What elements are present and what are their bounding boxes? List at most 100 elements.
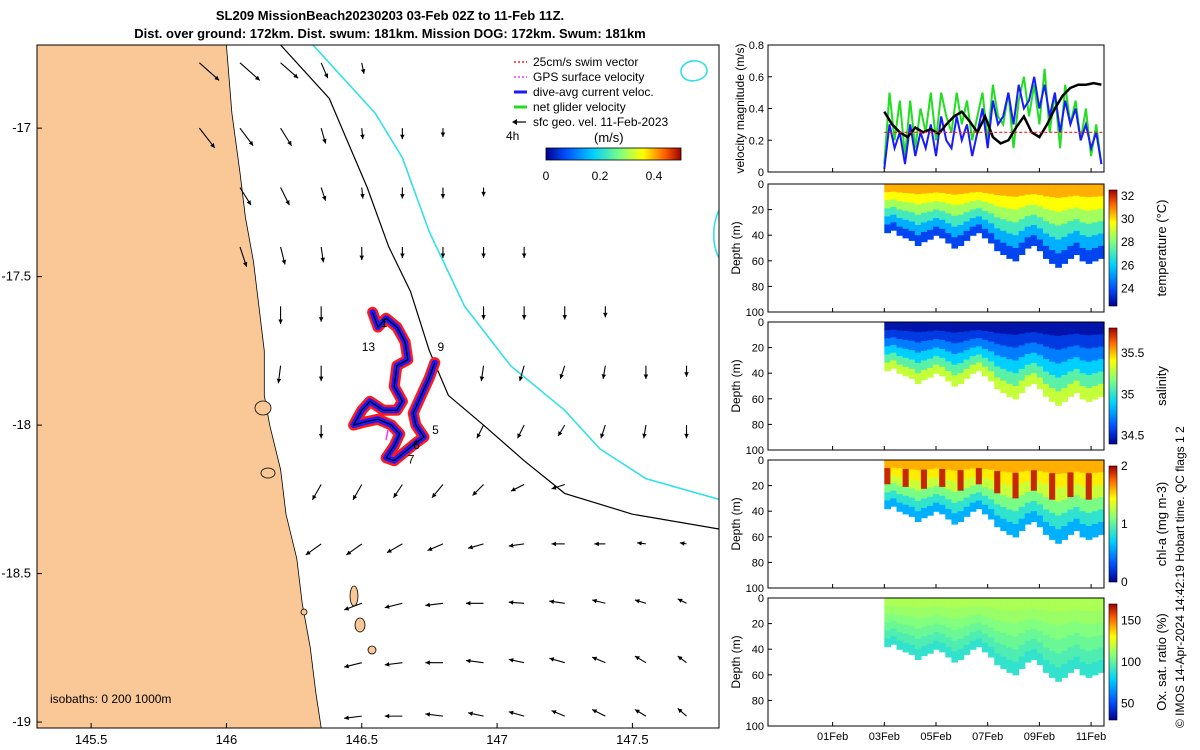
temperature-cell bbox=[1012, 248, 1020, 262]
time-tick-label: 03Feb bbox=[869, 731, 900, 743]
oxygen-cell bbox=[988, 617, 995, 628]
oxygen-cell bbox=[963, 607, 971, 618]
chlorophyll-cell bbox=[884, 492, 891, 502]
oxygen-cell bbox=[939, 642, 946, 653]
velocity-arrowhead bbox=[637, 541, 642, 546]
salinity-cell bbox=[933, 330, 940, 340]
oxygen-cell bbox=[1073, 621, 1081, 634]
chlorophyll-cell bbox=[969, 468, 977, 478]
oxygen-cell bbox=[1091, 623, 1099, 637]
salinity-cell bbox=[994, 366, 1001, 379]
oxygen-cell bbox=[933, 606, 940, 616]
chlorophyll-cell bbox=[957, 470, 965, 481]
temperature-cell bbox=[1079, 222, 1087, 236]
chart-title-line1: SL209 MissionBeach20230203 03-Feb 02Z to… bbox=[215, 8, 565, 23]
map-y-tick-label: -17.5 bbox=[1, 269, 31, 284]
salinity-cell bbox=[988, 361, 995, 372]
velocity-arrowhead bbox=[642, 433, 647, 439]
velocity-arrowhead bbox=[360, 193, 365, 199]
chlorophyll-cell bbox=[927, 460, 934, 470]
salinity-cell bbox=[1043, 334, 1050, 348]
temperature-cell bbox=[1091, 196, 1099, 211]
chlorophyll-cell bbox=[1073, 471, 1081, 484]
oxygen-cell bbox=[957, 639, 965, 650]
velocity-arrowhead bbox=[592, 709, 598, 714]
temperature-cell bbox=[902, 210, 910, 221]
salinity-cell bbox=[896, 339, 904, 349]
oxygen-cell bbox=[957, 649, 965, 660]
velocity-arrowhead bbox=[400, 253, 405, 258]
temperature-cell bbox=[890, 222, 898, 231]
salinity-cell bbox=[1091, 373, 1099, 387]
temperature-cell bbox=[933, 184, 940, 194]
salinity-cell bbox=[902, 322, 910, 332]
temperature-cell bbox=[951, 194, 959, 206]
chlorophyll-cell bbox=[920, 508, 928, 519]
oxygen-cell bbox=[1049, 650, 1056, 665]
temperature-cell bbox=[884, 216, 891, 226]
temperature-cell bbox=[1055, 225, 1062, 241]
chlorophyll-cell bbox=[933, 502, 940, 512]
temperature-cell bbox=[896, 192, 904, 202]
chlorophyll-cell bbox=[1073, 460, 1081, 473]
temperature-cell bbox=[927, 220, 934, 231]
oxygen-cell bbox=[902, 607, 910, 617]
chlorophyll-cell bbox=[988, 479, 995, 490]
oxygen-cell bbox=[1012, 610, 1020, 625]
velocity-arrowhead bbox=[634, 709, 640, 714]
salinity-cell bbox=[1073, 380, 1081, 393]
oxygen-cell bbox=[1061, 664, 1068, 678]
temperature-cell bbox=[951, 205, 959, 217]
day-labels: 1 13 9 567 bbox=[362, 316, 445, 467]
chlorophyll-y-tick-label: 80 bbox=[752, 557, 764, 569]
islands bbox=[254, 400, 377, 655]
chlorophyll-cell bbox=[975, 484, 983, 493]
temperature-cell bbox=[1079, 209, 1087, 223]
chlorophyll-cell bbox=[963, 506, 971, 517]
chlorophyll-cell bbox=[1085, 473, 1093, 487]
velocity-arrowhead bbox=[287, 140, 292, 146]
velocity-arrowhead bbox=[425, 712, 431, 717]
temperature-cell bbox=[1061, 223, 1068, 238]
oxygen-cell bbox=[1079, 662, 1087, 676]
temperature-cell bbox=[1000, 184, 1007, 197]
chlorophyll-cell bbox=[1067, 472, 1075, 486]
oxygen-cell bbox=[914, 608, 922, 619]
oxygen-cell bbox=[1036, 598, 1044, 610]
oxygen-cell bbox=[1061, 611, 1068, 625]
oxygen-colorbar bbox=[1108, 603, 1118, 721]
salinity-cell bbox=[939, 322, 946, 332]
oxygen-cell bbox=[957, 608, 965, 619]
temperature-cell bbox=[951, 226, 959, 238]
oxygen-cell bbox=[1091, 662, 1099, 676]
velocity-arrowhead bbox=[322, 195, 327, 201]
chlorophyll-cell bbox=[1085, 486, 1093, 501]
temperature-cell bbox=[933, 201, 940, 211]
chlorophyll-cell bbox=[914, 511, 922, 522]
temperature-cell bbox=[1073, 242, 1081, 255]
speed-colorbar-ticks: 0 0.2 0.4 bbox=[543, 169, 663, 183]
salinity-cell bbox=[902, 339, 910, 350]
temperature-cell bbox=[927, 193, 934, 203]
velocity-arrowhead bbox=[359, 255, 365, 261]
salinity-cell bbox=[1055, 335, 1062, 351]
chlorophyll-cell bbox=[1012, 485, 1020, 499]
salinity-cell bbox=[1012, 360, 1020, 374]
day-label: 5 bbox=[432, 423, 439, 437]
temperature-cell bbox=[1012, 196, 1020, 211]
salinity-cell bbox=[927, 367, 934, 378]
temperature-cell bbox=[1067, 233, 1075, 247]
salinity-cell bbox=[890, 329, 898, 338]
footer-credit: © IMOS 14-Apr-2024 14:42:19 Hobart time.… bbox=[1173, 426, 1187, 728]
velocity-arrowhead bbox=[601, 374, 607, 379]
salinity-cell bbox=[1061, 374, 1068, 389]
salinity-cell bbox=[1079, 322, 1087, 336]
temperature-cell bbox=[969, 192, 977, 202]
salinity-cell bbox=[920, 360, 928, 371]
salinity-cell bbox=[1043, 322, 1050, 335]
oxygen-cell bbox=[969, 606, 977, 616]
day-label: 9 bbox=[438, 340, 445, 354]
chlorophyll-cell bbox=[884, 468, 891, 477]
velocity-arrowhead bbox=[305, 550, 311, 555]
salinity-cell bbox=[969, 330, 977, 340]
